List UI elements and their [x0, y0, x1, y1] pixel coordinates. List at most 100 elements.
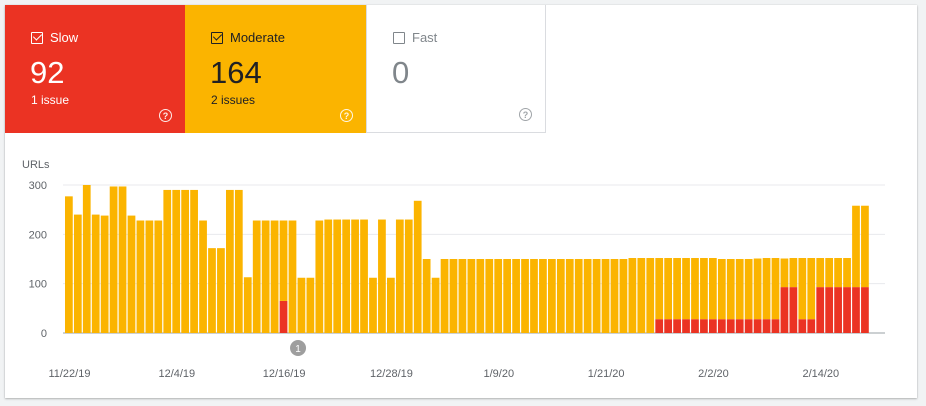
slow-bar: [825, 287, 834, 333]
speed-report-card: Slow 92 1 issue ? Moderate 164 2 issues …: [5, 5, 917, 398]
moderate-bar: [297, 277, 306, 333]
moderate-bar: [476, 259, 485, 333]
moderate-bar: [548, 259, 556, 333]
moderate-bar: [306, 277, 315, 333]
moderate-bar: [780, 258, 789, 288]
moderate-bar: [172, 189, 181, 333]
slow-bar: [279, 300, 288, 333]
moderate-bar: [270, 220, 279, 333]
moderate-bar: [261, 220, 270, 333]
x-tick-label: 1/9/20: [484, 368, 515, 380]
slow-bar: [691, 319, 699, 333]
slow-bar: [717, 319, 726, 333]
moderate-bar: [395, 219, 404, 333]
annotation-marker[interactable]: [290, 340, 307, 356]
moderate-bar: [217, 248, 225, 333]
moderate-bar: [91, 214, 100, 333]
moderate-bar: [735, 259, 744, 320]
moderate-checkbox[interactable]: [211, 31, 223, 44]
moderate-bar: [843, 258, 851, 288]
slow-filter-tile[interactable]: Slow 92 1 issue ?: [5, 5, 185, 133]
slow-bar: [861, 287, 869, 333]
y-tick-label: 0: [41, 328, 47, 340]
slow-bar: [753, 319, 762, 333]
moderate-tile-header[interactable]: Moderate: [211, 30, 285, 45]
y-tick-label: 200: [29, 229, 47, 241]
moderate-bar: [73, 214, 82, 333]
slow-bar: [673, 319, 681, 333]
slow-tile-header[interactable]: Slow: [31, 30, 78, 45]
moderate-bar: [816, 258, 825, 288]
moderate-bar: [369, 277, 377, 333]
moderate-bar: [807, 258, 816, 320]
fast-label: Fast: [412, 30, 438, 45]
moderate-bar: [333, 219, 342, 333]
moderate-bar: [127, 215, 136, 333]
moderate-bar: [610, 259, 619, 333]
moderate-bar: [315, 220, 324, 333]
slow-count: 92: [30, 55, 65, 90]
help-icon[interactable]: ?: [159, 109, 172, 122]
moderate-bar: [512, 259, 520, 333]
moderate-bar: [825, 258, 834, 288]
moderate-bar: [726, 259, 735, 320]
fast-checkbox[interactable]: [393, 31, 405, 44]
x-tick-label: 2/14/20: [802, 368, 839, 380]
moderate-bar: [199, 220, 207, 333]
moderate-bar: [771, 258, 780, 320]
moderate-bar: [619, 259, 628, 333]
moderate-bar: [556, 259, 565, 333]
moderate-bar: [753, 258, 762, 320]
moderate-bar: [163, 189, 172, 333]
slow-bar: [780, 287, 789, 333]
moderate-bar: [628, 258, 637, 333]
moderate-bar: [440, 259, 449, 333]
moderate-bar: [226, 189, 234, 333]
slow-bar: [700, 319, 708, 333]
fast-tile-header[interactable]: Fast: [393, 30, 437, 45]
moderate-bar: [252, 220, 261, 333]
slow-label: Slow: [50, 30, 79, 45]
x-tick-label: 1/21/20: [588, 368, 625, 380]
moderate-bar: [691, 258, 699, 320]
moderate-bar: [208, 248, 216, 333]
help-icon[interactable]: ?: [340, 109, 353, 122]
slow-bar: [789, 287, 798, 333]
moderate-bar: [565, 259, 574, 333]
moderate-bar: [351, 219, 359, 333]
moderate-filter-tile[interactable]: Moderate 164 2 issues ?: [185, 5, 366, 133]
moderate-bar: [717, 259, 726, 320]
slow-bar: [744, 319, 753, 333]
slow-checkbox[interactable]: [31, 31, 43, 44]
annotation-label: 1: [295, 344, 301, 355]
slow-bar: [762, 319, 771, 333]
x-tick-label: 12/28/19: [370, 368, 413, 380]
slow-issues-count: 1 issue: [31, 93, 70, 107]
moderate-bar: [682, 258, 690, 320]
moderate-bar: [458, 259, 467, 333]
moderate-bar: [234, 189, 243, 333]
slow-bar: [852, 287, 860, 333]
moderate-bar: [789, 258, 798, 288]
moderate-bar: [387, 277, 395, 333]
help-icon[interactable]: ?: [519, 108, 532, 121]
moderate-bar: [288, 220, 297, 333]
x-tick-label: 2/2/20: [698, 368, 729, 380]
moderate-bar: [360, 219, 368, 333]
moderate-bar: [431, 277, 440, 333]
moderate-bar: [539, 259, 547, 333]
moderate-bar: [82, 185, 91, 333]
moderate-bar: [655, 258, 664, 320]
moderate-bar: [503, 259, 512, 333]
moderate-bar: [583, 259, 592, 333]
slow-bar: [843, 287, 851, 333]
slow-bar: [664, 319, 673, 333]
moderate-issues-count: 2 issues: [211, 93, 256, 107]
fast-filter-tile[interactable]: Fast 0 ?: [366, 5, 546, 133]
moderate-bar: [65, 196, 73, 333]
moderate-bar: [404, 219, 413, 333]
slow-bar: [771, 319, 780, 333]
moderate-bar: [109, 186, 118, 333]
moderate-bar: [700, 258, 708, 320]
moderate-bar: [530, 259, 538, 333]
